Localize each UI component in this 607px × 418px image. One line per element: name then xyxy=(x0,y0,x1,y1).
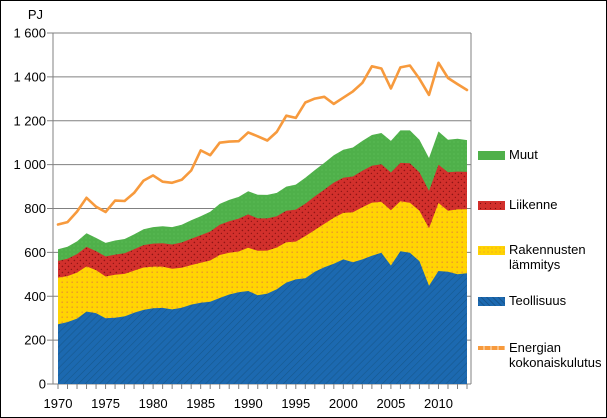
teollisuus-swatch-icon xyxy=(478,297,505,306)
legend-label-rakennusten-lammitys: Rakennusten lämmitys xyxy=(509,242,586,272)
y-tick-label: 800 xyxy=(24,201,46,216)
energian-kokonaiskulutus-line-icon xyxy=(478,346,505,350)
y-tick-label: 0 xyxy=(39,377,46,392)
x-tick-label: 2000 xyxy=(329,396,358,411)
y-tick-label: 600 xyxy=(24,245,46,260)
x-tick-label: 2010 xyxy=(424,396,453,411)
y-tick-label: 1 400 xyxy=(13,69,46,84)
y-tick-label: 1 200 xyxy=(13,113,46,128)
legend-item-muut: Muut xyxy=(478,147,606,162)
line-energian-kokonaiskulutus xyxy=(56,61,469,226)
x-tick-label: 2005 xyxy=(376,396,405,411)
legend-item-rakennusten-lammitys: Rakennusten lämmitys xyxy=(478,242,606,272)
y-tick-label: 400 xyxy=(24,289,46,304)
muut-swatch-icon xyxy=(478,151,505,160)
legend-item-teollisuus: Teollisuus xyxy=(478,293,606,308)
legend-label-liikenne: Liikenne xyxy=(509,197,558,212)
area-teollisuus xyxy=(58,251,467,384)
x-tick-label: 1975 xyxy=(91,396,120,411)
rakennusten-lammitys-swatch-icon xyxy=(478,246,505,255)
legend-label-muut: Muut xyxy=(509,147,538,162)
legend: Muut Liikenne Rakennusten lämmitys Teoll… xyxy=(478,1,606,417)
x-tick-label: 1970 xyxy=(44,396,73,411)
y-tick-label: 1 000 xyxy=(13,157,46,172)
liikenne-swatch-icon xyxy=(478,201,505,210)
x-tick-label: 1985 xyxy=(186,396,215,411)
legend-label-teollisuus: Teollisuus xyxy=(509,293,567,308)
x-tick-label: 1995 xyxy=(281,396,310,411)
y-tick-label: 1 600 xyxy=(13,26,46,41)
y-tick-label: 200 xyxy=(24,333,46,348)
legend-item-liikenne: Liikenne xyxy=(478,197,606,212)
legend-item-energian-kokonaiskulutus: Energian kokonaiskulutus xyxy=(478,340,606,370)
x-tick-label: 1990 xyxy=(234,396,263,411)
legend-label-energian-kokonaiskulutus: Energian kokonaiskulutus xyxy=(509,340,602,370)
x-tick-label: 1980 xyxy=(139,396,168,411)
y-axis-unit-label: PJ xyxy=(28,7,43,22)
